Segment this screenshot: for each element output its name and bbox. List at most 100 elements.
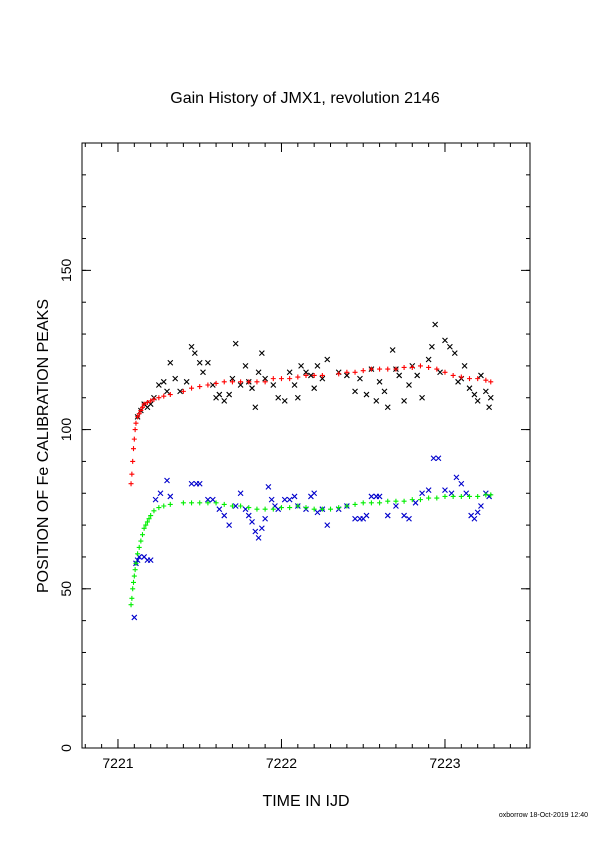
data-point: [270, 376, 276, 382]
data-point: [128, 602, 134, 608]
data-point: [128, 481, 134, 487]
data-point: [152, 496, 159, 503]
data-point: [189, 500, 195, 506]
data-point: [131, 573, 137, 579]
data-point: [213, 380, 219, 386]
y-tick-label: 0: [58, 744, 74, 752]
data-point: [414, 372, 421, 379]
data-point: [474, 509, 481, 516]
data-marks: [128, 321, 494, 621]
data-point: [412, 499, 419, 506]
data-point: [265, 484, 272, 490]
data-point: [324, 356, 331, 363]
data-point: [314, 363, 321, 369]
data-point: [131, 446, 137, 452]
data-point: [344, 503, 350, 509]
data-point: [384, 404, 391, 411]
data-point: [167, 392, 173, 398]
data-point: [311, 506, 317, 512]
data-point: [161, 393, 167, 399]
data-point: [303, 505, 309, 511]
data-point: [319, 372, 325, 378]
data-point: [141, 401, 147, 407]
data-point: [161, 503, 167, 509]
data-point: [131, 614, 138, 621]
data-point: [262, 515, 269, 522]
data-point: [360, 500, 366, 506]
data-point: [458, 480, 465, 487]
data-point: [406, 382, 412, 388]
footer-credit: oxborrow 18-Oct-2019 12:40: [499, 812, 588, 819]
data-point: [196, 359, 203, 366]
data-point: [376, 493, 383, 500]
data-point: [352, 369, 358, 375]
data-point: [393, 498, 399, 504]
data-point: [308, 372, 314, 379]
data-point: [401, 398, 407, 404]
data-point: [249, 519, 255, 525]
data-point: [450, 493, 456, 499]
data-point: [249, 385, 255, 392]
data-point: [435, 455, 442, 462]
data-point: [232, 340, 239, 347]
data-point: [417, 497, 423, 503]
data-point: [298, 363, 304, 369]
data-point: [377, 366, 383, 372]
data-point: [160, 378, 167, 385]
data-point: [278, 505, 284, 511]
data-point: [270, 506, 276, 512]
data-point: [311, 490, 318, 497]
data-point: [133, 560, 139, 566]
data-point: [221, 501, 227, 507]
data-point: [409, 364, 415, 370]
data-point: [409, 497, 415, 503]
data-point: [196, 480, 203, 487]
data-point: [287, 505, 293, 511]
data-point: [360, 368, 366, 374]
plot-frame: [81, 142, 531, 749]
data-point: [258, 350, 265, 357]
data-point: [286, 369, 293, 376]
data-point: [461, 363, 468, 369]
y-tick-label: 150: [58, 258, 74, 282]
data-point: [205, 382, 211, 388]
x-axis-label: TIME IN IJD: [262, 793, 349, 810]
data-point: [144, 519, 150, 525]
data-point: [368, 366, 374, 372]
data-point: [314, 509, 321, 516]
data-point: [167, 359, 174, 366]
data-point: [226, 391, 233, 398]
data-point: [466, 385, 473, 392]
data-point: [336, 505, 342, 511]
series-2: [131, 455, 493, 621]
data-point: [430, 455, 437, 462]
data-point: [172, 375, 179, 382]
data-point: [467, 493, 473, 499]
data-point: [281, 398, 288, 404]
data-point: [221, 398, 228, 404]
data-point: [130, 458, 136, 464]
data-point: [377, 500, 383, 506]
data-point: [245, 512, 252, 519]
data-point: [183, 378, 190, 385]
data-point: [232, 503, 239, 509]
data-point: [450, 372, 456, 378]
data-point: [488, 379, 494, 385]
data-point: [303, 369, 309, 376]
data-point: [287, 376, 293, 382]
data-point: [229, 375, 236, 382]
data-point: [429, 343, 435, 350]
data-point: [446, 343, 453, 350]
data-point: [401, 512, 407, 519]
data-point: [278, 376, 284, 382]
data-point: [262, 506, 268, 512]
data-point: [319, 375, 326, 382]
data-point: [393, 366, 399, 372]
data-point: [167, 493, 174, 500]
data-point: [216, 391, 223, 398]
data-point: [385, 366, 391, 372]
data-point: [139, 532, 145, 538]
data-point: [381, 388, 388, 395]
data-point: [238, 379, 244, 385]
data-point: [425, 487, 432, 493]
